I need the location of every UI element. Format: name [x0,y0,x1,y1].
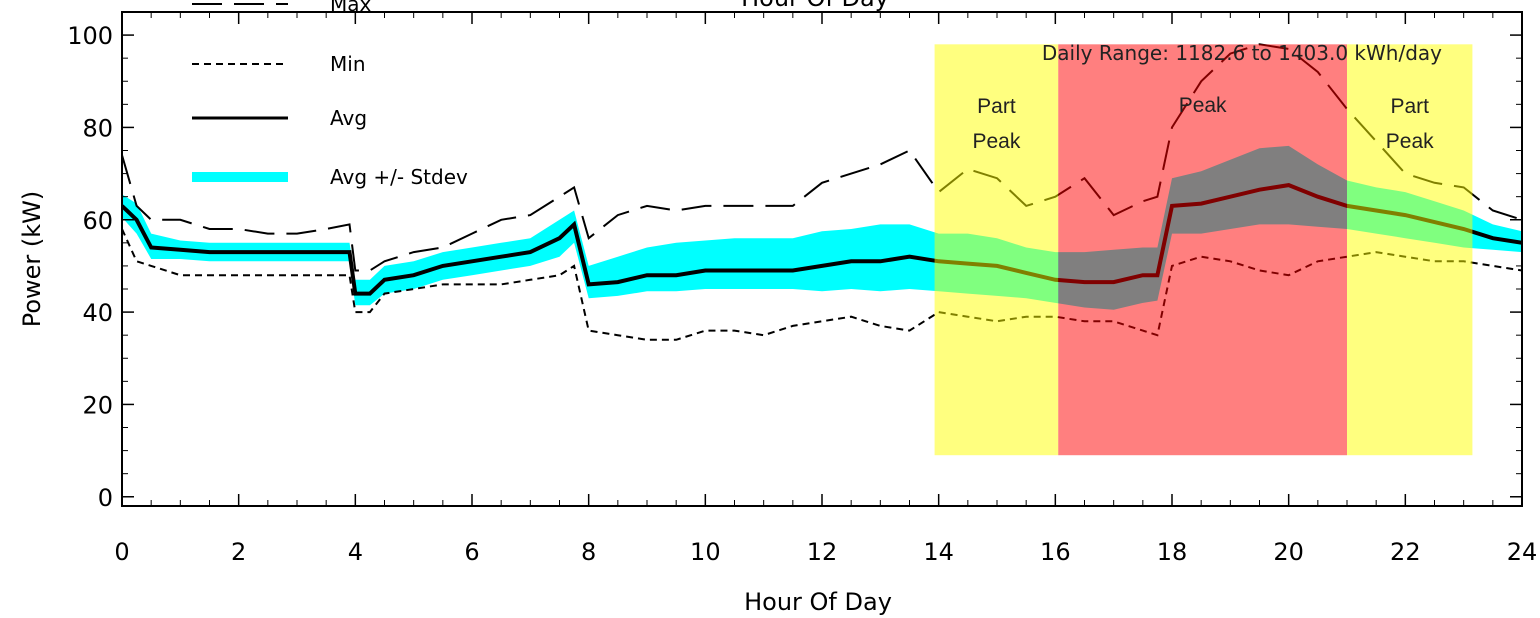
x-tick-label-18: 18 [1157,538,1188,566]
legend-swatch-3 [192,172,288,182]
x-tick-label-8: 8 [581,538,596,566]
period-label-0-1: Peak [972,130,1020,153]
y-tick-label-80: 80 [82,114,113,142]
x-tick-label-24: 24 [1507,538,1538,566]
axes-layer [121,11,1523,507]
y-tick-label-20: 20 [82,391,113,419]
x-tick-label-20: 20 [1273,538,1304,566]
y-tick-label-40: 40 [82,299,113,327]
y-tick-label-0: 0 [98,484,113,512]
x-tick-label-22: 22 [1390,538,1421,566]
daily-range-annotation: Daily Range: 1182.6 to 1403.0 kWh/day [1042,41,1442,65]
y-tick-label-100: 100 [67,22,113,50]
x-tick-label-10: 10 [690,538,721,566]
x-tick-label-14: 14 [923,538,954,566]
x-tick-label-16: 16 [1040,538,1071,566]
x-axis-title: Hour Of Day [744,588,892,616]
period-label-0-0: Part [977,95,1016,118]
x-tick-label-4: 4 [348,538,363,566]
legend-label-0: Max [330,0,372,16]
period-label-1-0: Peak [1179,94,1227,117]
y-axis-title: Power (kW) [18,191,46,328]
y-tick-label-60: 60 [82,207,113,235]
legend-label-2: Avg [330,106,367,130]
period-label-2-0: Part [1390,95,1429,118]
legend-label-1: Min [330,52,366,76]
period-rect-0 [934,44,1059,456]
period-rect-2 [1347,44,1473,456]
period-label-2-1: Peak [1386,130,1434,153]
chart-title: Hour Of Day [741,0,889,12]
x-tick-label-6: 6 [464,538,479,566]
x-tick-label-12: 12 [807,538,838,566]
period-rect-1 [1058,44,1347,456]
x-tick-label-0: 0 [114,538,129,566]
legend-label-3: Avg +/- Stdev [330,165,468,189]
x-tick-label-2: 2 [231,538,246,566]
